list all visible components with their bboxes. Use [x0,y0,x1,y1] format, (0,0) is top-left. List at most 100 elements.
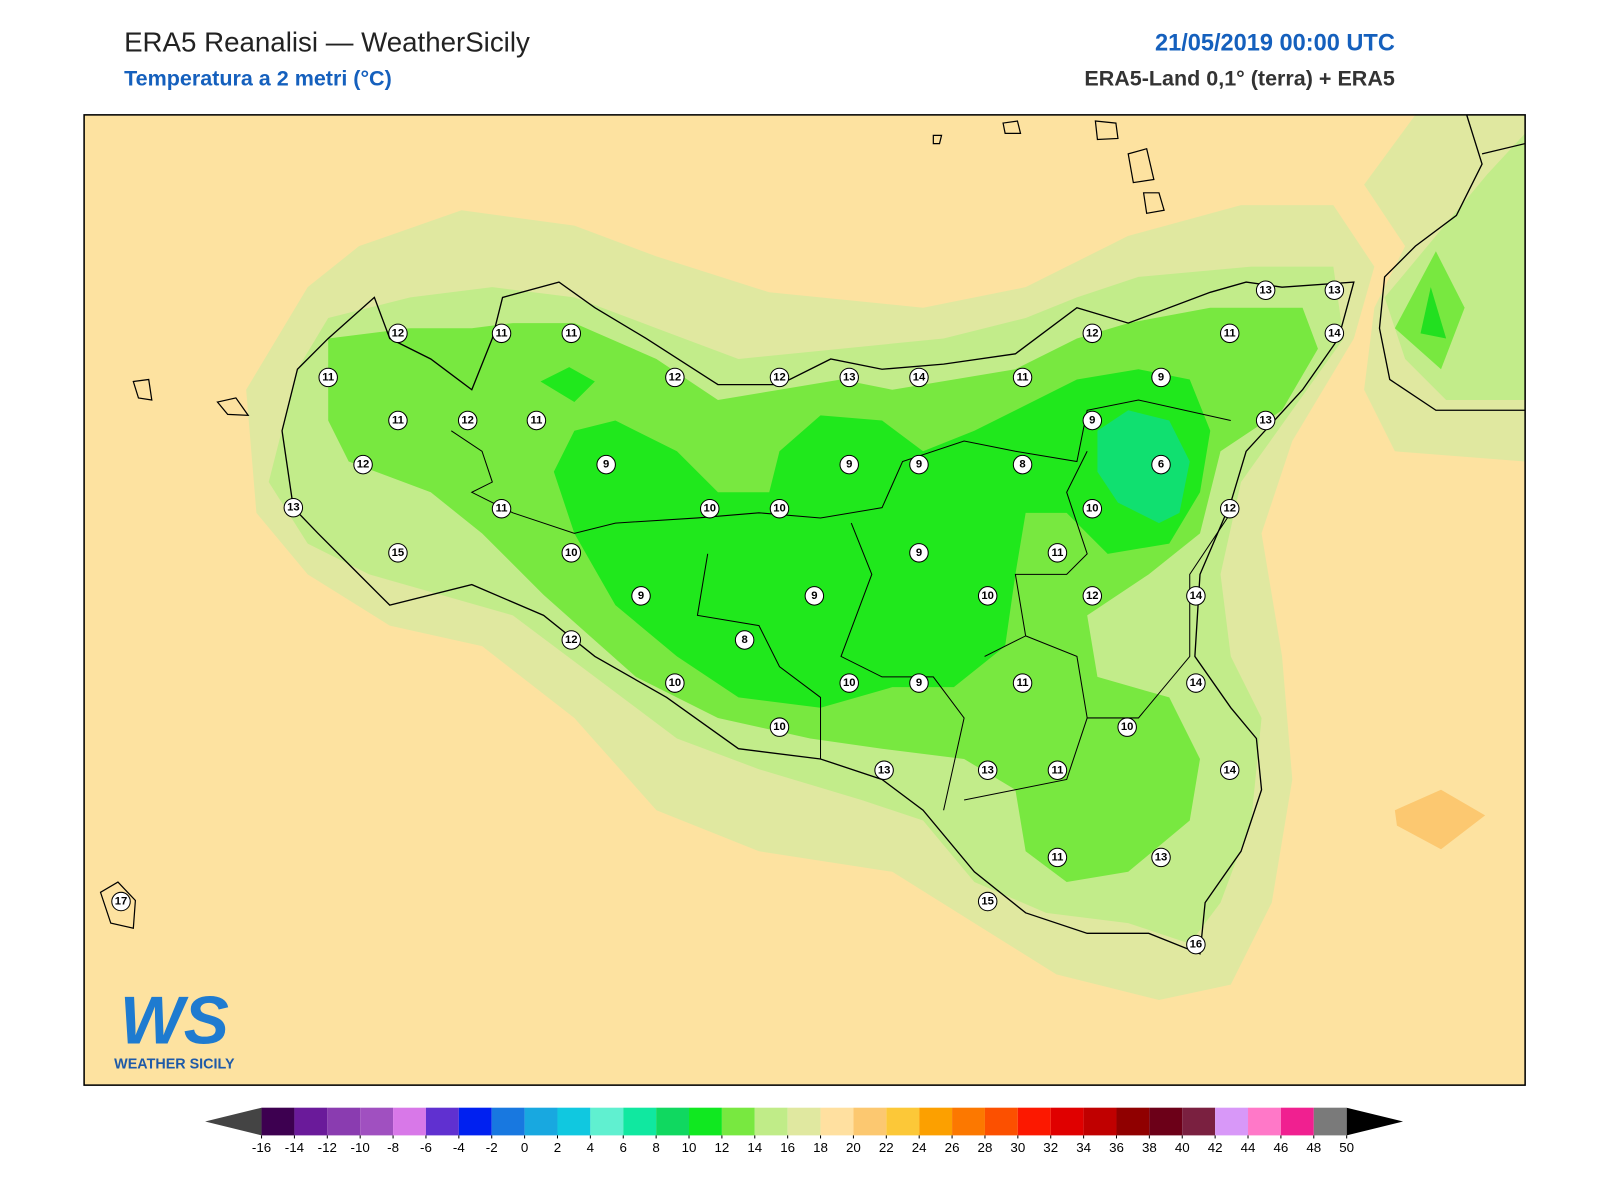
station-value: 11 [565,327,577,339]
contour-8 [1097,410,1190,524]
colorbar-swatch [919,1107,953,1136]
station-value: 6 [1158,459,1164,471]
logo-mark: WS [120,984,229,1059]
station-marker [769,367,790,388]
colorbar-swatch [1050,1107,1084,1136]
colorbar-swatch [458,1107,492,1136]
colorbar-tick-label: 6 [620,1140,627,1155]
colorbar-tick-label: 50 [1339,1140,1354,1155]
station-marker [596,454,616,475]
station-value: 17 [115,896,128,908]
station-marker [1047,760,1068,780]
colorbar-tick-label: -8 [387,1140,399,1155]
station-marker [1151,847,1171,868]
colorbar: -16 -14 -12 -10 -8 -6 -4 -2 0 2 4 6 8 10 12 14 16 18 20 22 2… [205,1107,1404,1155]
colorbar-swatch [820,1107,854,1136]
colorbar-tick-label: -2 [486,1140,498,1155]
station-marker [561,630,582,650]
colorbar-swatch [1248,1107,1281,1136]
colorbar-tick-label: 36 [1109,1140,1124,1155]
station-marker [353,454,373,475]
station-value: 12 [357,459,370,471]
station-marker [1012,673,1033,693]
colorbar-swatch [656,1107,690,1136]
colorbar-swatch [327,1107,361,1136]
colorbar-tick-label: 34 [1076,1140,1091,1155]
station-marker [491,498,512,519]
colorbar-tick-label: 24 [912,1140,927,1155]
colorbar-tick-label: 40 [1175,1140,1190,1155]
station-value: 10 [1121,721,1134,733]
station-value: 12 [1086,327,1099,339]
station-marker [1012,454,1033,475]
station-marker [1151,454,1171,475]
station-marker [1219,323,1240,344]
colorbar-swatch [425,1107,459,1136]
station-marker [318,367,338,388]
colorbar-tick-label: 48 [1306,1140,1321,1155]
colorbar-swatch [689,1107,722,1136]
station-marker [665,673,685,693]
station-value: 11 [1224,327,1236,339]
colorbar-swatch [557,1107,591,1136]
station-marker [1082,586,1103,606]
colorbar-tick-label: -6 [420,1140,432,1155]
station-marker [839,454,859,475]
colorbar-swatch [590,1107,624,1136]
station-value: 11 [322,371,334,383]
station-value: 12 [773,371,786,383]
station-value: 10 [843,677,856,689]
colorbar-swatch [524,1107,558,1136]
station-value: 12 [392,327,405,339]
station-value: 13 [287,502,300,514]
station-value: 13 [1155,851,1168,863]
station-value: 13 [843,371,856,383]
colorbar-tick-label: 20 [846,1140,861,1155]
station-value: 11 [1051,764,1063,776]
station-value: 12 [1086,590,1099,602]
colorbar-swatch [1149,1107,1183,1136]
station-marker [804,586,825,606]
station-value: 10 [703,503,716,515]
station-value: 10 [981,590,994,602]
station-value: 10 [1086,503,1099,515]
station-value: 9 [811,590,817,602]
colorbar-swatch [1182,1107,1216,1136]
colorbar-tick-label: 22 [879,1140,894,1155]
colorbar-swatch [754,1107,788,1136]
station-marker [388,323,408,344]
colorbar-swatch [1017,1107,1051,1136]
station-marker [874,760,894,780]
colorbar-tick-label: 2 [554,1140,561,1155]
station-value: 10 [773,503,786,515]
colorbar-swatch [886,1107,920,1136]
colorbar-swatch [1280,1107,1314,1136]
colorbar-tick-label: 30 [1010,1140,1025,1155]
colorbar-swatch [393,1107,426,1136]
station-marker [1082,498,1103,519]
station-marker [388,543,408,563]
colorbar-tick-label: 16 [780,1140,795,1155]
colorbar-tick-label: -12 [318,1140,337,1155]
contour-20 [1394,789,1486,850]
colorbar-tick-label: 18 [813,1140,828,1155]
station-marker [1255,280,1276,300]
station-value: 12 [1223,503,1236,515]
date: 21/05/2019 00:00 UTC [1155,29,1395,55]
colorbar-tick-label: 38 [1142,1140,1157,1155]
station-marker [977,891,998,912]
station-value: 9 [916,677,922,689]
colorbar-tick-label: 14 [747,1140,762,1155]
colorbar-tick-label: 26 [945,1140,960,1155]
station-value: 13 [878,764,891,776]
station-value: 11 [496,327,508,339]
colorbar-tick-label: 8 [652,1140,659,1155]
calabria-coast [1378,114,1526,411]
station-marker [526,410,547,431]
contour-10 [553,369,1211,708]
station-marker [1186,934,1206,955]
station-marker [561,543,582,563]
station-marker [909,367,929,388]
colorbar-swatch [853,1107,887,1136]
